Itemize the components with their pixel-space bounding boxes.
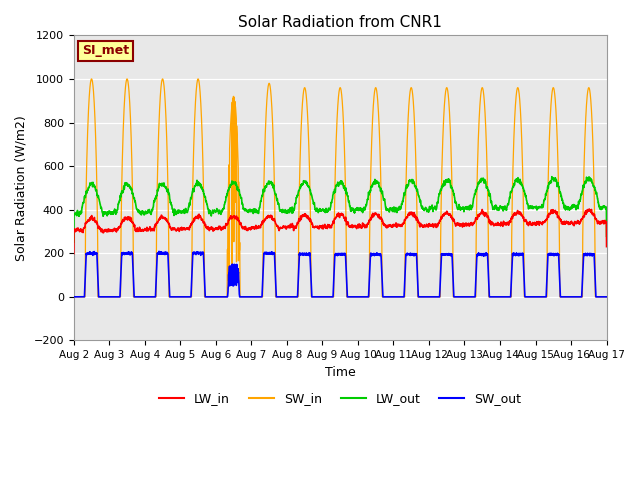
Legend: LW_in, SW_in, LW_out, SW_out: LW_in, SW_in, LW_out, SW_out [154,387,526,410]
Text: SI_met: SI_met [82,45,129,58]
X-axis label: Time: Time [324,366,356,379]
Y-axis label: Solar Radiation (W/m2): Solar Radiation (W/m2) [15,115,28,261]
Title: Solar Radiation from CNR1: Solar Radiation from CNR1 [238,15,442,30]
